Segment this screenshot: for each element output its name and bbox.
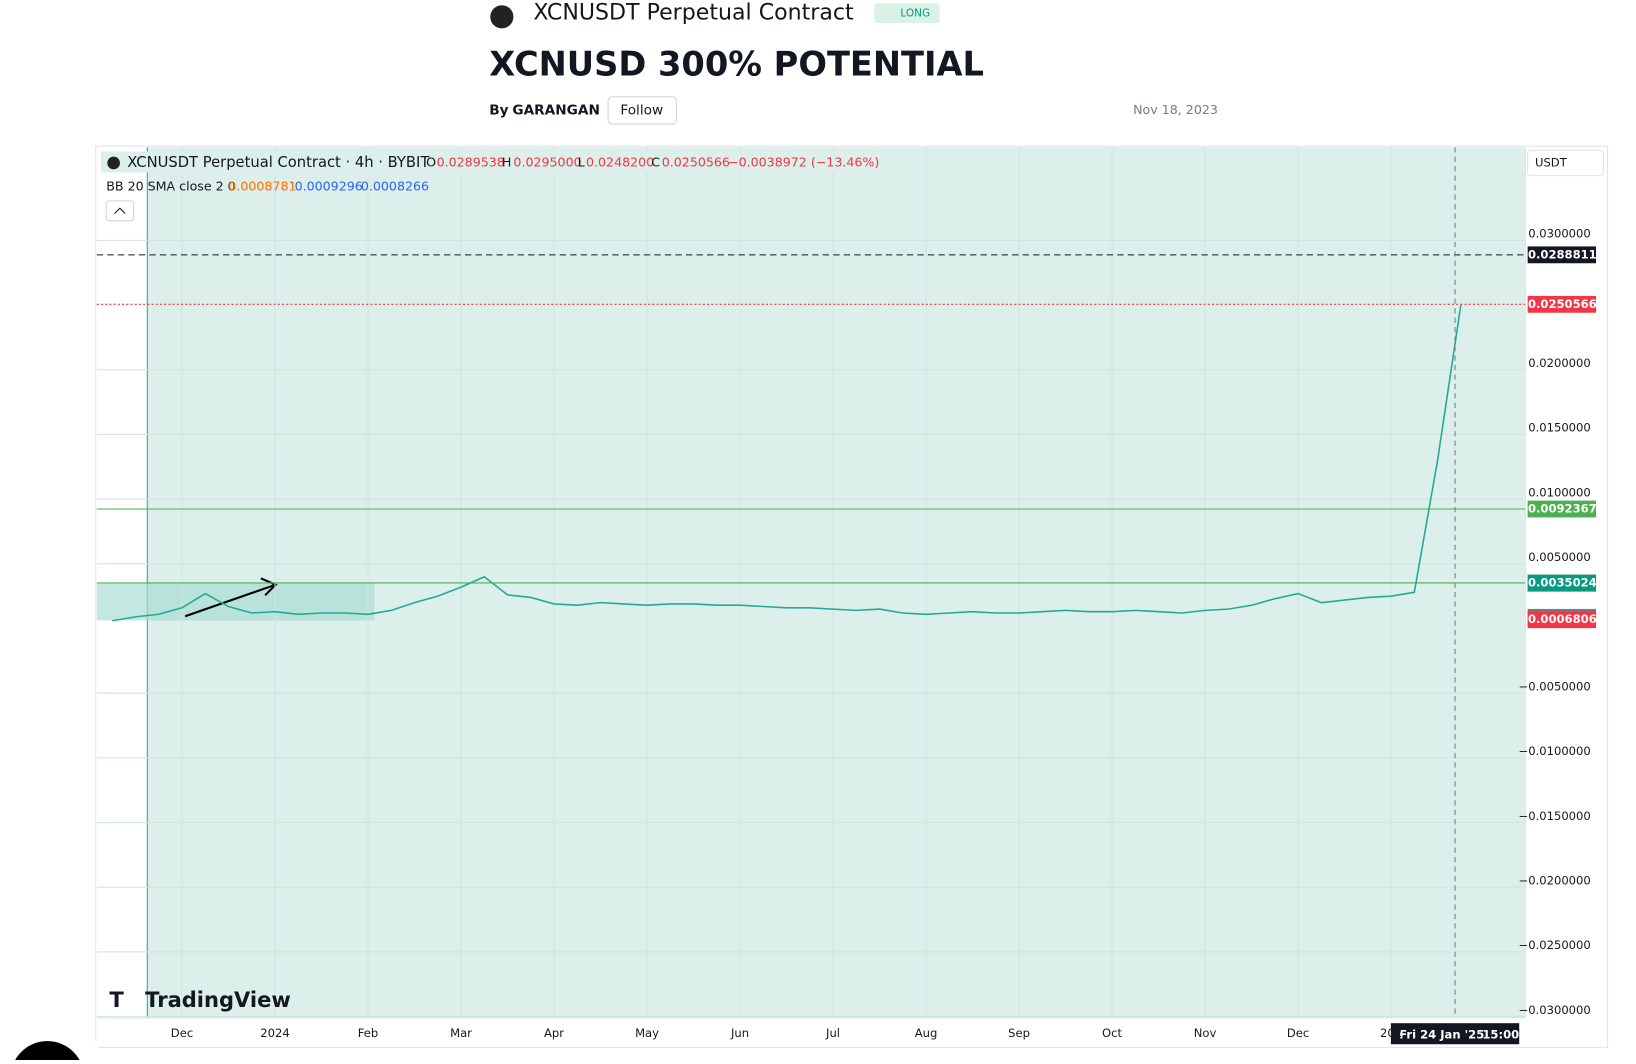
price-tag: [1527, 500, 1597, 518]
bb-upper: 0.0009296: [295, 179, 363, 194]
collapse-icon: [114, 207, 126, 214]
follow[interactable]: Follow: [620, 102, 663, 118]
y-tick-label: −0.0100000: [1519, 744, 1591, 758]
y-tick-label: −0.0300000: [1519, 1003, 1591, 1017]
bb-basis: 0.0008781: [228, 179, 296, 194]
y-tick-label: 0.0150000: [1528, 421, 1591, 435]
x-tick-label: 202: [1380, 1026, 1402, 1040]
y-tick-label: −0.0050000: [1519, 679, 1591, 693]
symbol-icon: [490, 5, 514, 29]
author[interactable]: GARANGAN: [512, 102, 600, 118]
x-tick-label: Dec: [171, 1026, 193, 1040]
y-tick-label: 0.0050000: [1528, 550, 1591, 564]
bb-lower: 0.0008266: [361, 179, 429, 194]
change: −0.0038972 (−13.46%): [728, 154, 879, 169]
currency[interactable]: USDT: [1535, 155, 1568, 169]
by: By: [489, 102, 508, 118]
y-tick-label: −0.0150000: [1519, 809, 1591, 823]
o: 0.0289538: [437, 154, 505, 169]
x-tick-label: Mar: [450, 1026, 472, 1040]
c-label: C: [651, 154, 660, 169]
legend-symbol: XCNUSDT Perpetual Contract · 4h · BYBIT: [127, 154, 430, 171]
arrow-drawing: [184, 577, 278, 618]
h-label: H: [502, 154, 511, 169]
legend-icon: [107, 156, 120, 170]
x-tick-label: Dec: [1287, 1026, 1309, 1040]
ad-image: [13, 1041, 82, 1064]
price-tag-label: 0.0250566: [1528, 297, 1597, 311]
crosshair-date: Fri 24 Jan '25: [1399, 1027, 1484, 1041]
legend-bg: [101, 151, 861, 173]
follow-button[interactable]: [607, 96, 678, 125]
badge-bg: [874, 3, 940, 24]
price-tag: [1527, 574, 1597, 592]
price-tag: [1527, 611, 1597, 629]
y-tick-label: −0.0250000: [1519, 938, 1591, 952]
l-label: L: [578, 154, 585, 169]
x-tick-label: Apr: [544, 1026, 564, 1040]
x-tick-label: Feb: [358, 1026, 378, 1040]
x-tick-label: Aug: [915, 1026, 938, 1040]
y-tick-label: −0.0200000: [1519, 873, 1591, 887]
x-tick-label: Sep: [1008, 1026, 1030, 1040]
price-tag: [1527, 295, 1597, 313]
price-tag-label: 0.0092367: [1528, 502, 1597, 516]
x-tick-label: Jun: [730, 1026, 749, 1040]
x-tick-label: Nov: [1194, 1026, 1217, 1040]
collapse-button[interactable]: [105, 200, 135, 222]
l: 0.0248200: [586, 154, 654, 169]
x-tick-label: Oct: [1102, 1026, 1122, 1040]
h: 0.0295000: [513, 154, 581, 169]
crosshair-tag: [1390, 1023, 1520, 1045]
price-tag-label: 0.0035024: [1528, 576, 1597, 590]
c: 0.0250566: [662, 154, 730, 169]
plot: [96, 147, 1526, 1018]
currency-box[interactable]: [1527, 149, 1604, 177]
x-tick-label: May: [635, 1026, 659, 1040]
bb: BB 20 SMA close 2 0: [106, 179, 235, 194]
x-tick-label: Jul: [825, 1026, 840, 1040]
brand-mark: 𝗧: [109, 987, 124, 1012]
y-tick-label: 0.0100000: [1528, 485, 1591, 499]
o-label: O: [426, 154, 436, 169]
crosshair-time: 15:00: [1482, 1027, 1519, 1041]
price-tag: [1527, 246, 1597, 264]
symbol[interactable]: XCNUSDT Perpetual Contract: [533, 1, 854, 26]
idea-title: XCNUSD 300% POTENTIAL: [489, 45, 984, 84]
range-box: [96, 583, 375, 621]
date: Nov 18, 2023: [1133, 102, 1218, 117]
brand: TradingView: [145, 987, 291, 1012]
x-tick-label: 2024: [260, 1026, 289, 1040]
badge: LONG: [900, 8, 930, 20]
price-line-series: [112, 304, 1462, 622]
price-tag-label: 0.0006806: [1528, 612, 1597, 626]
y-tick-label: 0.0300000: [1528, 227, 1591, 241]
y-tick-label: 0.0200000: [1528, 356, 1591, 370]
price-tag-label: 0.0288811: [1528, 247, 1597, 261]
